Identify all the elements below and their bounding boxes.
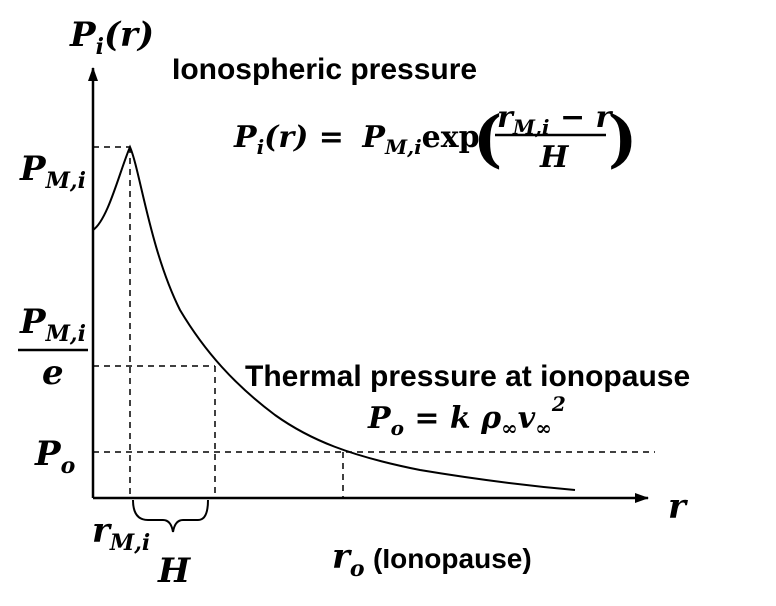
- ionospheric-equation: Pi(r) = PM,iexp ( rM,i − r H ): [233, 100, 637, 175]
- ionospheric-denominator: H: [539, 140, 570, 175]
- h-brace: [132, 499, 209, 533]
- ionospheric-title: Ionospheric pressure: [172, 53, 477, 86]
- guide-lines: [93, 146, 655, 498]
- pmi-e-denominator: e: [42, 353, 64, 393]
- pmi-label: PM,i: [19, 149, 86, 194]
- x-axis-label: r: [668, 487, 688, 527]
- thermal-equation: Po = k ρ∞v∞2: [367, 392, 566, 440]
- ionospheric-right-paren: ): [608, 102, 637, 175]
- ionospheric-left-paren: (: [473, 102, 502, 175]
- po-label: Po: [34, 434, 75, 479]
- y-axis-label: Pi(r): [69, 15, 154, 60]
- pmi-e-numerator: PM,i: [19, 302, 86, 347]
- ionospheric-equation-lhs: Pi(r) = PM,iexp: [233, 120, 480, 159]
- thermal-title: Thermal pressure at ionopause: [245, 360, 690, 393]
- rmi-label: rM,i: [92, 511, 150, 556]
- ionospheric-numerator: rM,i − r: [497, 100, 614, 139]
- ro-ionopause-text: (Ionopause): [373, 543, 532, 574]
- ro-label: ro: [332, 537, 365, 582]
- h-label: H: [157, 551, 192, 591]
